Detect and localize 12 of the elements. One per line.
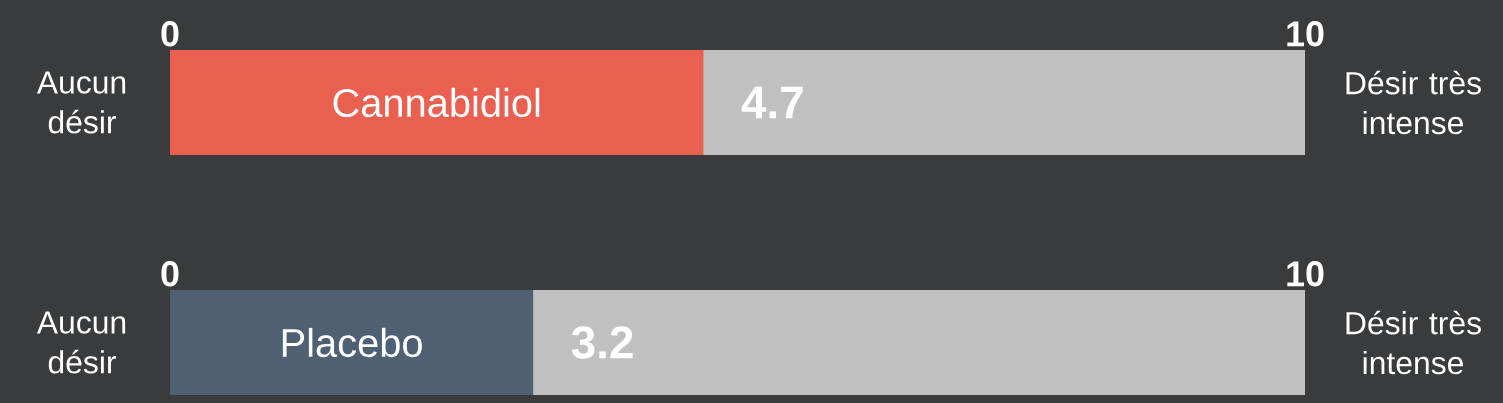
x-tick-label: 10 bbox=[1287, 21, 1324, 47]
x-tick-label: 0 bbox=[161, 261, 179, 287]
text: Désir très intense bbox=[1346, 70, 1481, 135]
text: Aucun désir bbox=[36, 71, 126, 134]
x-tick-label: 10 bbox=[1287, 261, 1324, 287]
y-tick-label: Placebo bbox=[282, 327, 422, 358]
x-tick-label: 0 bbox=[161, 21, 179, 47]
y-tick-label: Cannabidiol bbox=[333, 87, 540, 118]
data-label: 4.7 bbox=[741, 86, 803, 119]
data-label: 3.2 bbox=[571, 326, 633, 359]
text: Aucun désir bbox=[36, 311, 126, 374]
text: Désir très intense bbox=[1346, 310, 1481, 375]
